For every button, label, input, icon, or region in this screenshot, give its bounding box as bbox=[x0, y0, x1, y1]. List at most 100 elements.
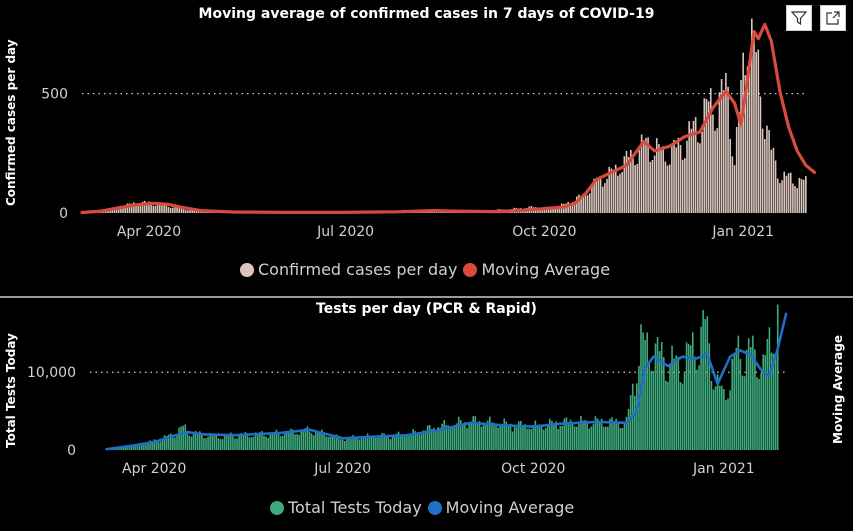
tests-bar[interactable] bbox=[223, 434, 226, 450]
tests-bar[interactable] bbox=[138, 443, 141, 450]
tests-bar[interactable] bbox=[515, 427, 518, 450]
tests-bar[interactable] bbox=[288, 431, 290, 450]
tests-bar[interactable] bbox=[267, 437, 269, 450]
tests-bar[interactable] bbox=[379, 436, 381, 450]
tests-bar[interactable] bbox=[675, 355, 678, 450]
cases-bar[interactable] bbox=[716, 128, 719, 213]
cases-bar[interactable] bbox=[796, 188, 798, 213]
tests-bar[interactable] bbox=[679, 381, 682, 450]
cases-bar[interactable] bbox=[744, 75, 747, 214]
tests-bar[interactable] bbox=[261, 431, 263, 450]
tests-bar[interactable] bbox=[725, 399, 727, 450]
tests-bar[interactable] bbox=[323, 433, 325, 450]
cases-bar[interactable] bbox=[718, 92, 721, 213]
cases-bar[interactable] bbox=[638, 149, 641, 213]
cases-bar[interactable] bbox=[746, 66, 749, 213]
tests-bar[interactable] bbox=[180, 426, 182, 450]
tests-bar[interactable] bbox=[662, 357, 665, 450]
cases-bar[interactable] bbox=[152, 205, 155, 213]
tests-bar[interactable] bbox=[449, 426, 452, 450]
cases-bar[interactable] bbox=[554, 207, 556, 213]
tests-bar[interactable] bbox=[360, 437, 363, 450]
tests-bar[interactable] bbox=[691, 332, 694, 450]
cases-bar[interactable] bbox=[617, 175, 619, 213]
tests-bar[interactable] bbox=[391, 435, 394, 450]
tests-bar[interactable] bbox=[437, 427, 439, 450]
tests-bar[interactable] bbox=[151, 440, 153, 450]
tests-bar[interactable] bbox=[760, 373, 762, 450]
tests-bar[interactable] bbox=[673, 358, 675, 450]
tests-bar[interactable] bbox=[273, 432, 276, 450]
cases-bar[interactable] bbox=[187, 210, 189, 213]
cases-bar[interactable] bbox=[681, 159, 684, 213]
tests-bar[interactable] bbox=[553, 423, 555, 450]
tests-bar[interactable] bbox=[737, 335, 740, 450]
cases-bar[interactable] bbox=[645, 138, 647, 213]
tests-bar[interactable] bbox=[501, 424, 504, 450]
cases-bar[interactable] bbox=[569, 204, 572, 213]
tests-bar[interactable] bbox=[770, 352, 773, 450]
cases-bar[interactable] bbox=[115, 207, 118, 213]
tests-bar[interactable] bbox=[455, 423, 458, 450]
cases-bar[interactable] bbox=[580, 196, 582, 213]
tests-bar[interactable] bbox=[596, 418, 599, 450]
cases-bar[interactable] bbox=[189, 209, 191, 213]
tests-bar[interactable] bbox=[745, 349, 748, 450]
cases-bar[interactable] bbox=[660, 149, 662, 213]
cases-bar[interactable] bbox=[727, 86, 729, 213]
tests-bar[interactable] bbox=[720, 385, 723, 450]
tests-bar[interactable] bbox=[718, 385, 721, 450]
cases-bar[interactable] bbox=[675, 147, 677, 213]
cases-bar[interactable] bbox=[703, 98, 706, 213]
tests-bar[interactable] bbox=[536, 424, 539, 450]
tests-bar[interactable] bbox=[567, 421, 570, 450]
tests-bar[interactable] bbox=[658, 351, 661, 450]
cases-bar[interactable] bbox=[720, 79, 723, 213]
tests-bar[interactable] bbox=[389, 439, 392, 450]
tests-bar[interactable] bbox=[495, 424, 497, 450]
tests-bar[interactable] bbox=[285, 430, 288, 450]
tests-bar[interactable] bbox=[654, 343, 657, 450]
tests-bar[interactable] bbox=[225, 434, 228, 450]
cases-bar[interactable] bbox=[556, 206, 559, 213]
tests-bar[interactable] bbox=[140, 444, 143, 450]
tests-bar[interactable] bbox=[470, 422, 472, 450]
tests-bar[interactable] bbox=[132, 444, 135, 450]
tests-bar[interactable] bbox=[592, 424, 595, 450]
tests-bar[interactable] bbox=[227, 434, 230, 450]
cases-bar[interactable] bbox=[779, 183, 781, 213]
tests-bar[interactable] bbox=[430, 429, 433, 450]
tests-bar[interactable] bbox=[648, 361, 651, 450]
tests-bar[interactable] bbox=[250, 437, 253, 450]
cases-bar[interactable] bbox=[664, 161, 667, 213]
cases-bar[interactable] bbox=[169, 207, 172, 213]
tests-moving-average-line[interactable] bbox=[105, 312, 788, 451]
tests-bar[interactable] bbox=[604, 426, 607, 450]
tests-bar[interactable] bbox=[580, 415, 582, 450]
tests-bar[interactable] bbox=[128, 447, 131, 450]
tests-bar[interactable] bbox=[269, 432, 272, 450]
tests-bar[interactable] bbox=[238, 435, 240, 450]
cases-bar[interactable] bbox=[679, 145, 682, 213]
cases-bar[interactable] bbox=[742, 52, 744, 213]
tests-bar[interactable] bbox=[167, 434, 170, 450]
cases-bar[interactable] bbox=[547, 207, 550, 213]
tests-bar[interactable] bbox=[768, 327, 771, 450]
tests-bar[interactable] bbox=[582, 420, 584, 450]
cases-bar[interactable] bbox=[753, 33, 755, 213]
tests-bar[interactable] bbox=[708, 343, 711, 450]
tests-bar[interactable] bbox=[551, 420, 553, 450]
cases-bar[interactable] bbox=[630, 149, 632, 213]
tests-bar[interactable] bbox=[203, 438, 205, 450]
tests-bar[interactable] bbox=[513, 427, 516, 450]
tests-bar[interactable] bbox=[754, 349, 756, 450]
tests-bar[interactable] bbox=[731, 358, 733, 450]
cases-bar[interactable] bbox=[601, 186, 604, 213]
tests-bar[interactable] bbox=[147, 441, 149, 450]
tests-bar[interactable] bbox=[240, 433, 243, 450]
tests-bar[interactable] bbox=[627, 408, 630, 450]
tests-bar[interactable] bbox=[747, 338, 750, 450]
tests-bar[interactable] bbox=[729, 390, 731, 450]
tests-bar[interactable] bbox=[538, 424, 541, 450]
tests-bar[interactable] bbox=[507, 424, 510, 450]
